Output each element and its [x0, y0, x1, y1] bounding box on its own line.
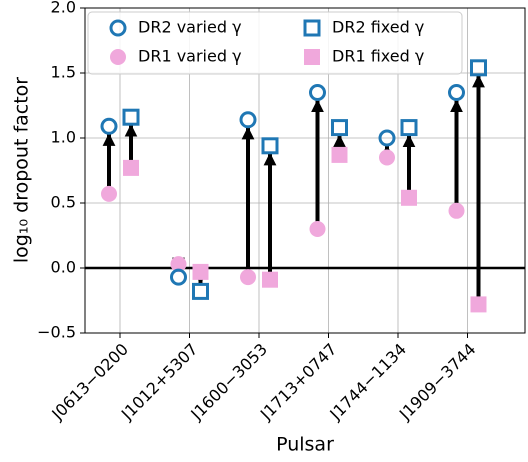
- point: [304, 49, 320, 65]
- y-tick-label: 0.5: [51, 193, 76, 212]
- point: [309, 84, 326, 101]
- point: [123, 159, 139, 176]
- point: [379, 149, 395, 166]
- point: [378, 129, 396, 147]
- point: [240, 269, 256, 286]
- point: [192, 263, 209, 280]
- point: [110, 49, 126, 65]
- point: [100, 117, 118, 135]
- point: [262, 271, 278, 288]
- point: [122, 108, 140, 126]
- point: [303, 19, 321, 37]
- point: [401, 189, 417, 206]
- point: [448, 202, 465, 219]
- point: [239, 111, 257, 129]
- legend-label: DR1 fixed γ: [332, 47, 424, 66]
- legend-box: [87, 11, 463, 75]
- point: [400, 119, 418, 137]
- y-tick-label: −0.5: [37, 323, 76, 342]
- point: [448, 84, 465, 101]
- x-axis-label: Pulsar: [276, 434, 334, 456]
- y-tick-label: 1.5: [51, 63, 76, 82]
- point: [309, 221, 326, 237]
- point: [101, 185, 117, 202]
- point: [109, 19, 127, 37]
- point: [331, 146, 348, 163]
- legend-label: DR1 varied γ: [138, 47, 242, 66]
- plot-frame: [84, 7, 526, 334]
- legend-label: DR2 fixed γ: [332, 18, 424, 37]
- point: [192, 282, 209, 300]
- y-tick-label: 0.0: [51, 258, 76, 277]
- point: [331, 119, 348, 137]
- y-tick-label: 2.0: [51, 0, 76, 17]
- point: [170, 268, 187, 286]
- point: [261, 137, 279, 155]
- point: [170, 256, 187, 273]
- point: [470, 59, 487, 77]
- y-tick-label: 1.0: [51, 128, 76, 147]
- y-axis-label: log₁₀ dropout factor: [11, 77, 33, 263]
- legend-label: DR2 varied γ: [138, 18, 242, 37]
- point: [470, 296, 487, 313]
